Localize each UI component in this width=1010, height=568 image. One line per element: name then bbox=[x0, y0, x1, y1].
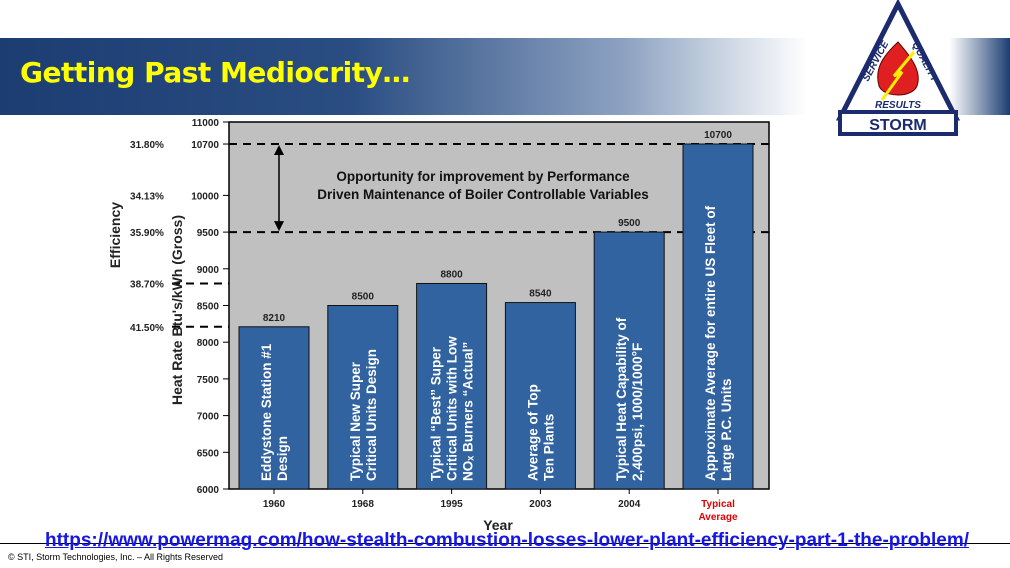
bar-description: Ten Plants bbox=[541, 414, 556, 481]
bar bbox=[504, 302, 576, 490]
bar-description: Typical Heat Capability of bbox=[614, 317, 629, 481]
bar bbox=[593, 231, 665, 490]
bar-value-label: 8540 bbox=[529, 289, 552, 300]
annotation-text: Opportunity for improvement by Performan… bbox=[336, 169, 630, 184]
bar-description: NOₓ Burners “Actual” bbox=[461, 342, 476, 481]
y-axis-title: Heat Rate Btu's/kWh (Gross) bbox=[169, 215, 185, 405]
x-tick-label: 2004 bbox=[618, 499, 641, 510]
bar-description: Eddystone Station #1 bbox=[259, 343, 274, 481]
title-banner bbox=[0, 38, 1010, 115]
x-tick-label: 2003 bbox=[529, 499, 552, 510]
plot-area bbox=[228, 121, 770, 490]
y-tick-label: 8000 bbox=[197, 338, 220, 349]
slide-title: Getting Past Mediocrity… bbox=[20, 56, 410, 89]
storm-logo: SERVICE QUALITY RESULTS STORM bbox=[835, 0, 961, 136]
bar-value-label: 9500 bbox=[618, 218, 641, 229]
bar bbox=[416, 282, 488, 490]
arrow-head-down bbox=[274, 221, 284, 232]
efficiency-label: 31.80% bbox=[130, 140, 164, 151]
x-tick-label: 1960 bbox=[263, 499, 286, 510]
logo-storm-text: STORM bbox=[869, 117, 926, 134]
y-tick-label: 7000 bbox=[197, 412, 220, 423]
y-tick-label: 7500 bbox=[197, 375, 220, 386]
x-tick-label: 1968 bbox=[352, 499, 375, 510]
annotation-text: Driven Maintenance of Boiler Controllabl… bbox=[317, 187, 649, 202]
bar-value-label: 8210 bbox=[263, 313, 286, 324]
arrow-head-up bbox=[274, 145, 284, 156]
efficiency-label: 34.13% bbox=[130, 191, 164, 202]
bar bbox=[682, 143, 754, 490]
bar-description: Critical Units with Low bbox=[445, 336, 460, 481]
bar-description: Typical “Best” Super bbox=[429, 346, 444, 481]
efficiency-label: 35.90% bbox=[130, 228, 164, 239]
x-tick-label-highlight: Average bbox=[698, 512, 738, 523]
bar-description: Approximate Average for entire US Fleet … bbox=[703, 205, 718, 481]
bar bbox=[327, 305, 399, 490]
y-tick-label: 6500 bbox=[197, 448, 220, 459]
efficiency-label: 38.70% bbox=[130, 279, 164, 290]
bar-description: Large P.C. Units bbox=[719, 378, 734, 481]
bar-description: Design bbox=[275, 436, 290, 481]
bar-description: 2,400psi, 1000/1000°F bbox=[630, 343, 645, 481]
x-tick-label: 1995 bbox=[440, 499, 463, 510]
bar-value-label: 10700 bbox=[704, 130, 732, 141]
x-axis-title: Year bbox=[483, 517, 513, 533]
bar-description: Average of Top bbox=[525, 384, 540, 481]
efficiency-label: 41.50% bbox=[130, 323, 164, 334]
y-tick-label: 9500 bbox=[197, 228, 220, 239]
bar-value-label: 8800 bbox=[440, 269, 463, 280]
source-link[interactable]: https://www.powermag.com/how-stealth-com… bbox=[45, 530, 970, 551]
y-tick-label: 11000 bbox=[192, 118, 220, 129]
bar-value-label: 8500 bbox=[352, 292, 375, 303]
bar bbox=[238, 326, 310, 490]
y-tick-label: 9000 bbox=[197, 265, 220, 276]
copyright: © STI, Storm Technologies, Inc. – All Ri… bbox=[8, 552, 224, 562]
logo-results-text: RESULTS bbox=[875, 100, 921, 111]
y-tick-label: 8500 bbox=[197, 302, 220, 313]
bar-description: Critical Units Design bbox=[364, 349, 379, 481]
footer-rule bbox=[0, 543, 1010, 544]
y-tick-label: 6000 bbox=[197, 485, 220, 496]
y-tick-label: 10700 bbox=[191, 140, 219, 151]
efficiency-axis-title: Efficiency bbox=[107, 202, 123, 268]
x-tick-label-highlight: Typical bbox=[701, 499, 735, 510]
y-tick-label: 10000 bbox=[191, 191, 219, 202]
bar-description: Typical New Super bbox=[348, 361, 363, 481]
